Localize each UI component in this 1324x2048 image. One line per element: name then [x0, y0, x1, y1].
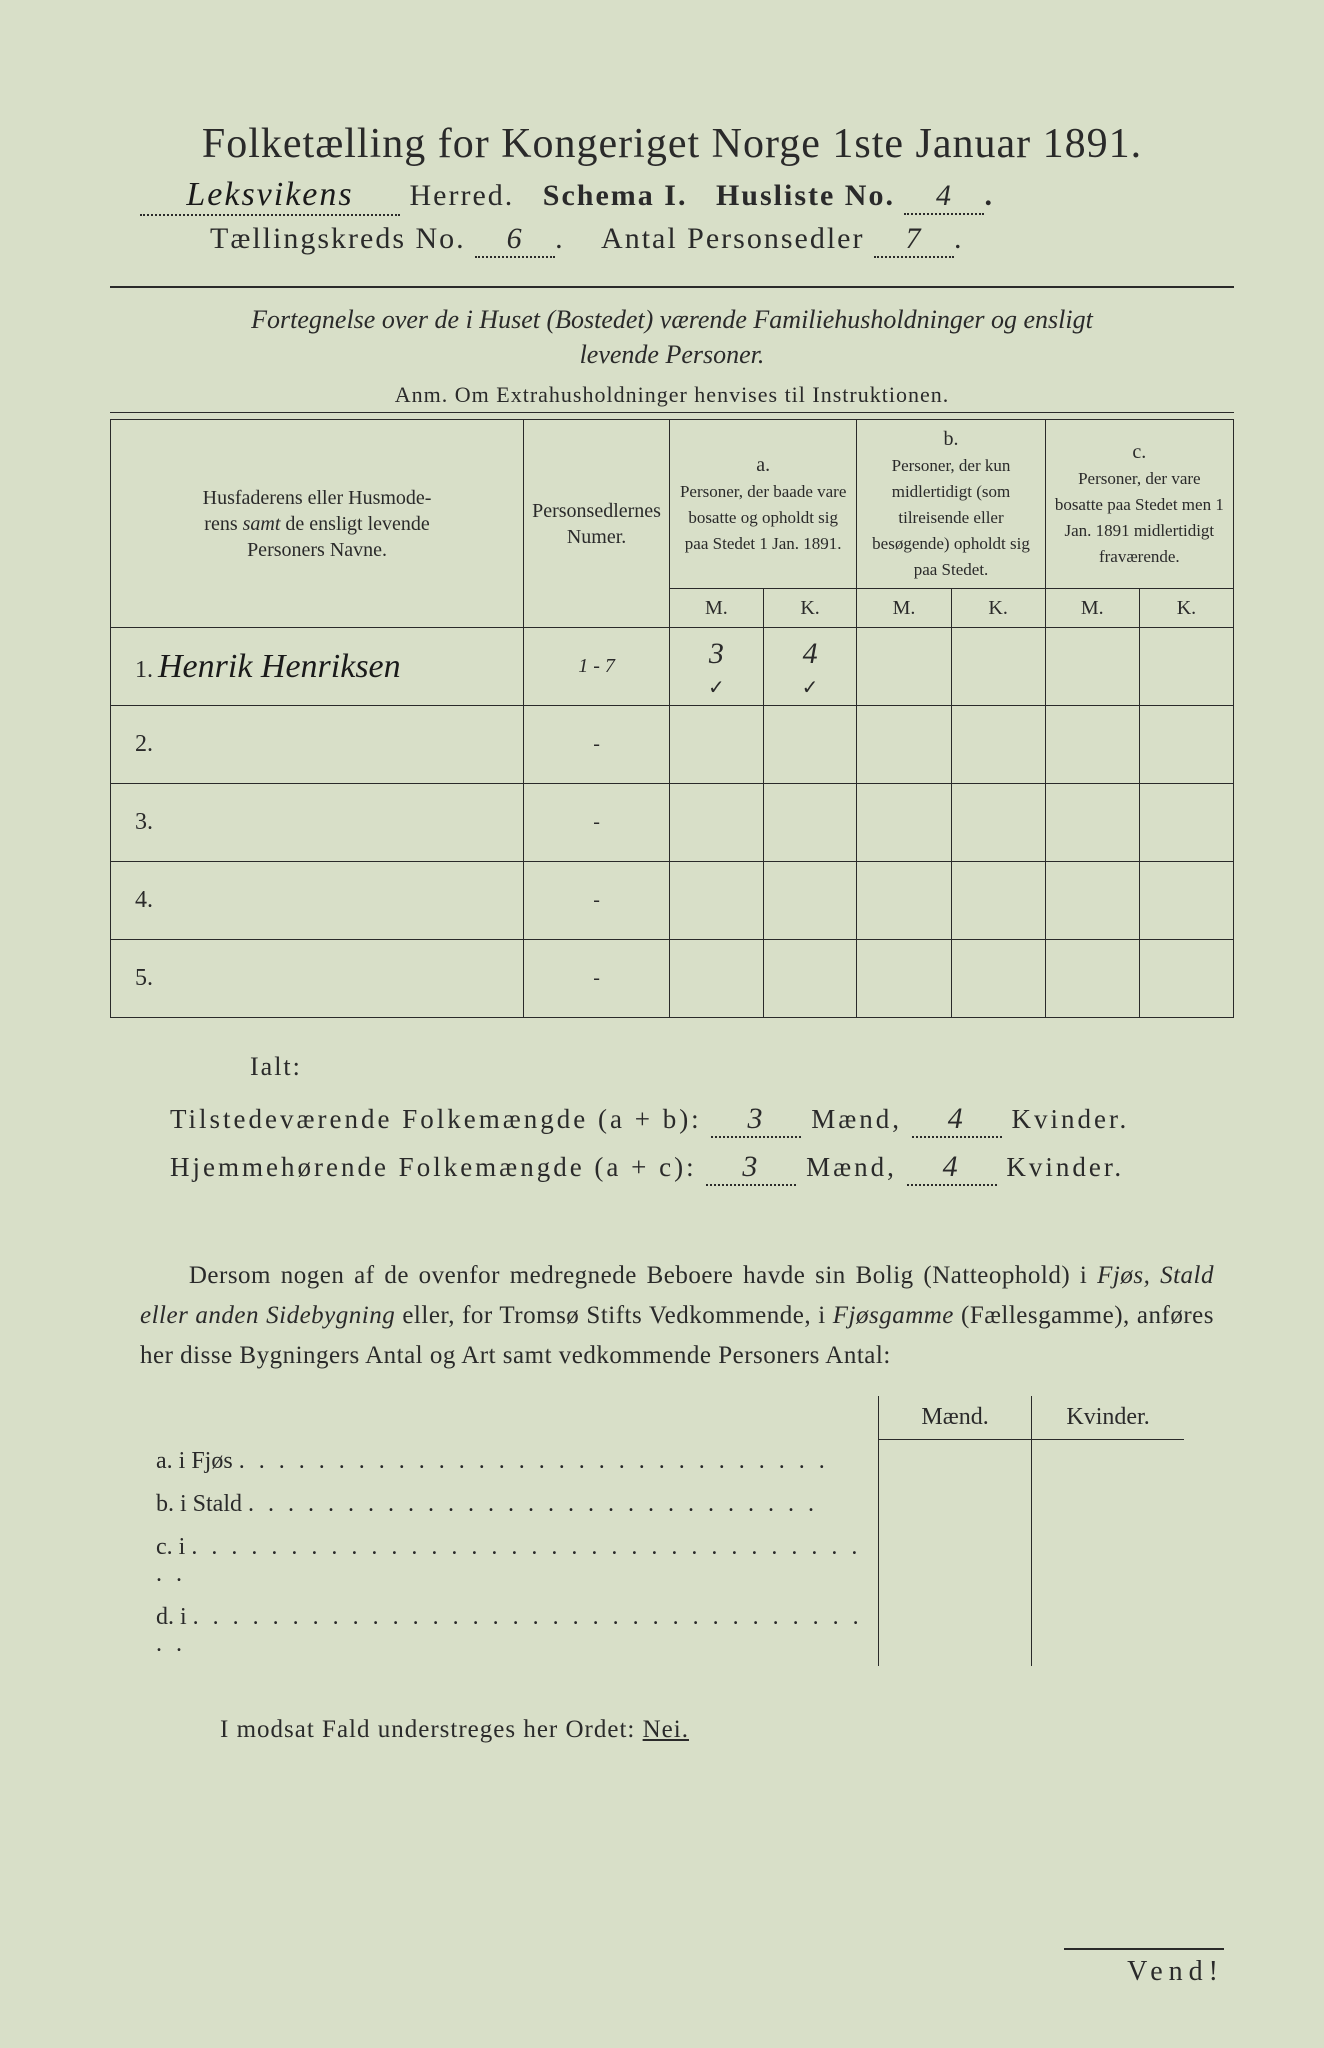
row-number: 2.	[119, 731, 153, 757]
table-row: 4. -	[111, 862, 1234, 940]
col-a-m: M.	[669, 589, 763, 628]
bygn-maend-header: Mænd.	[879, 1396, 1032, 1440]
col-name-header: Husfaderens eller Husmode-rens samt de e…	[111, 420, 524, 628]
bygn-row: d. i . . . . . . . . . . . . . . . . . .…	[150, 1596, 1184, 1666]
row-number: 1.	[119, 657, 153, 683]
bygn-kvinder-header: Kvinder.	[1032, 1396, 1185, 1440]
cell-c-k	[1139, 628, 1233, 706]
col-b-m: M.	[857, 589, 951, 628]
table-row: 5. -	[111, 940, 1234, 1018]
kreds-value: 6	[475, 222, 555, 258]
header-line-2: Leksvikens Herred. Schema I. Husliste No…	[110, 176, 1234, 216]
table-row: 1. Henrik Henriksen 1 - 7 3 ✓ 4 ✓	[111, 628, 1234, 706]
husliste-label: Husliste No.	[716, 179, 895, 212]
modsat-line: I modsat Fald understreges her Ordet: Ne…	[220, 1716, 1234, 1744]
cell-a-m: 3	[709, 637, 724, 670]
row-number: 3.	[119, 809, 153, 835]
hjemme-k-value: 4	[907, 1150, 997, 1186]
col-c-header: c. Personer, der vare bosatte paa Stedet…	[1045, 420, 1233, 589]
antal-value: 7	[874, 222, 954, 258]
bygninger-table: Mænd. Kvinder. a. i Fjøs . . . . . . . .…	[150, 1396, 1184, 1666]
col-b-k: K.	[951, 589, 1045, 628]
paragraph-text: Dersom nogen af de ovenfor medregnede Be…	[140, 1256, 1214, 1376]
husliste-value: 4	[904, 179, 984, 215]
col-num-header: Personsedlernes Numer.	[524, 420, 670, 628]
main-table: Husfaderens eller Husmode-rens samt de e…	[110, 419, 1234, 1018]
personsedler-num: -	[524, 784, 670, 862]
kreds-label: Tællingskreds No.	[210, 222, 466, 255]
hjemme-line: Hjemmehørende Folkemængde (a + c): 3 Mæn…	[110, 1150, 1234, 1186]
tilstede-k-value: 4	[912, 1102, 1002, 1138]
cell-a-k: 4	[803, 637, 818, 670]
bygn-row: a. i Fjøs . . . . . . . . . . . . . . . …	[150, 1440, 1184, 1483]
person-name: Henrik Henriksen	[158, 648, 401, 685]
vend-label: Vend!	[1064, 1948, 1224, 1988]
bygn-row: b. i Stald . . . . . . . . . . . . . . .…	[150, 1483, 1184, 1526]
antal-label: Antal Personsedler	[601, 222, 864, 255]
tilstede-m-value: 3	[711, 1102, 801, 1138]
anm-note: Anm. Om Extrahusholdninger henvises til …	[110, 382, 1234, 408]
table-row: 3. -	[111, 784, 1234, 862]
herred-value: Leksvikens	[140, 176, 400, 216]
personsedler-num: -	[524, 706, 670, 784]
check-icon: ✓	[708, 677, 725, 699]
col-a-header: a. Personer, der baade vare bosatte og o…	[669, 420, 856, 589]
personsedler-num: -	[524, 940, 670, 1018]
row-number: 4.	[119, 887, 153, 913]
table-row: 2. -	[111, 706, 1234, 784]
col-a-k: K.	[763, 589, 857, 628]
hjemme-m-value: 3	[706, 1150, 796, 1186]
personsedler-num: -	[524, 862, 670, 940]
ialt-label: Ialt:	[250, 1052, 1234, 1082]
page-title: Folketælling for Kongeriget Norge 1ste J…	[110, 120, 1234, 168]
col-c-m: M.	[1045, 589, 1139, 628]
fortegnelse-heading: Fortegnelse over de i Huset (Bostedet) v…	[110, 302, 1234, 372]
cell-b-m	[857, 628, 951, 706]
row-number: 5.	[119, 965, 153, 991]
personsedler-num: 1 - 7	[524, 628, 670, 706]
cell-b-k	[951, 628, 1045, 706]
bygn-row: c. i . . . . . . . . . . . . . . . . . .…	[150, 1526, 1184, 1596]
tilstede-line: Tilstedeværende Folkemængde (a + b): 3 M…	[110, 1102, 1234, 1138]
nei-word: Nei.	[643, 1716, 689, 1743]
herred-label: Herred.	[410, 179, 515, 212]
check-icon: ✓	[802, 677, 819, 699]
col-c-k: K.	[1139, 589, 1233, 628]
header-line-3: Tællingskreds No. 6. Antal Personsedler …	[110, 222, 1234, 258]
cell-c-m	[1045, 628, 1139, 706]
col-b-header: b. Personer, der kun midlertidigt (som t…	[857, 420, 1045, 589]
schema-label: Schema I.	[543, 179, 688, 212]
